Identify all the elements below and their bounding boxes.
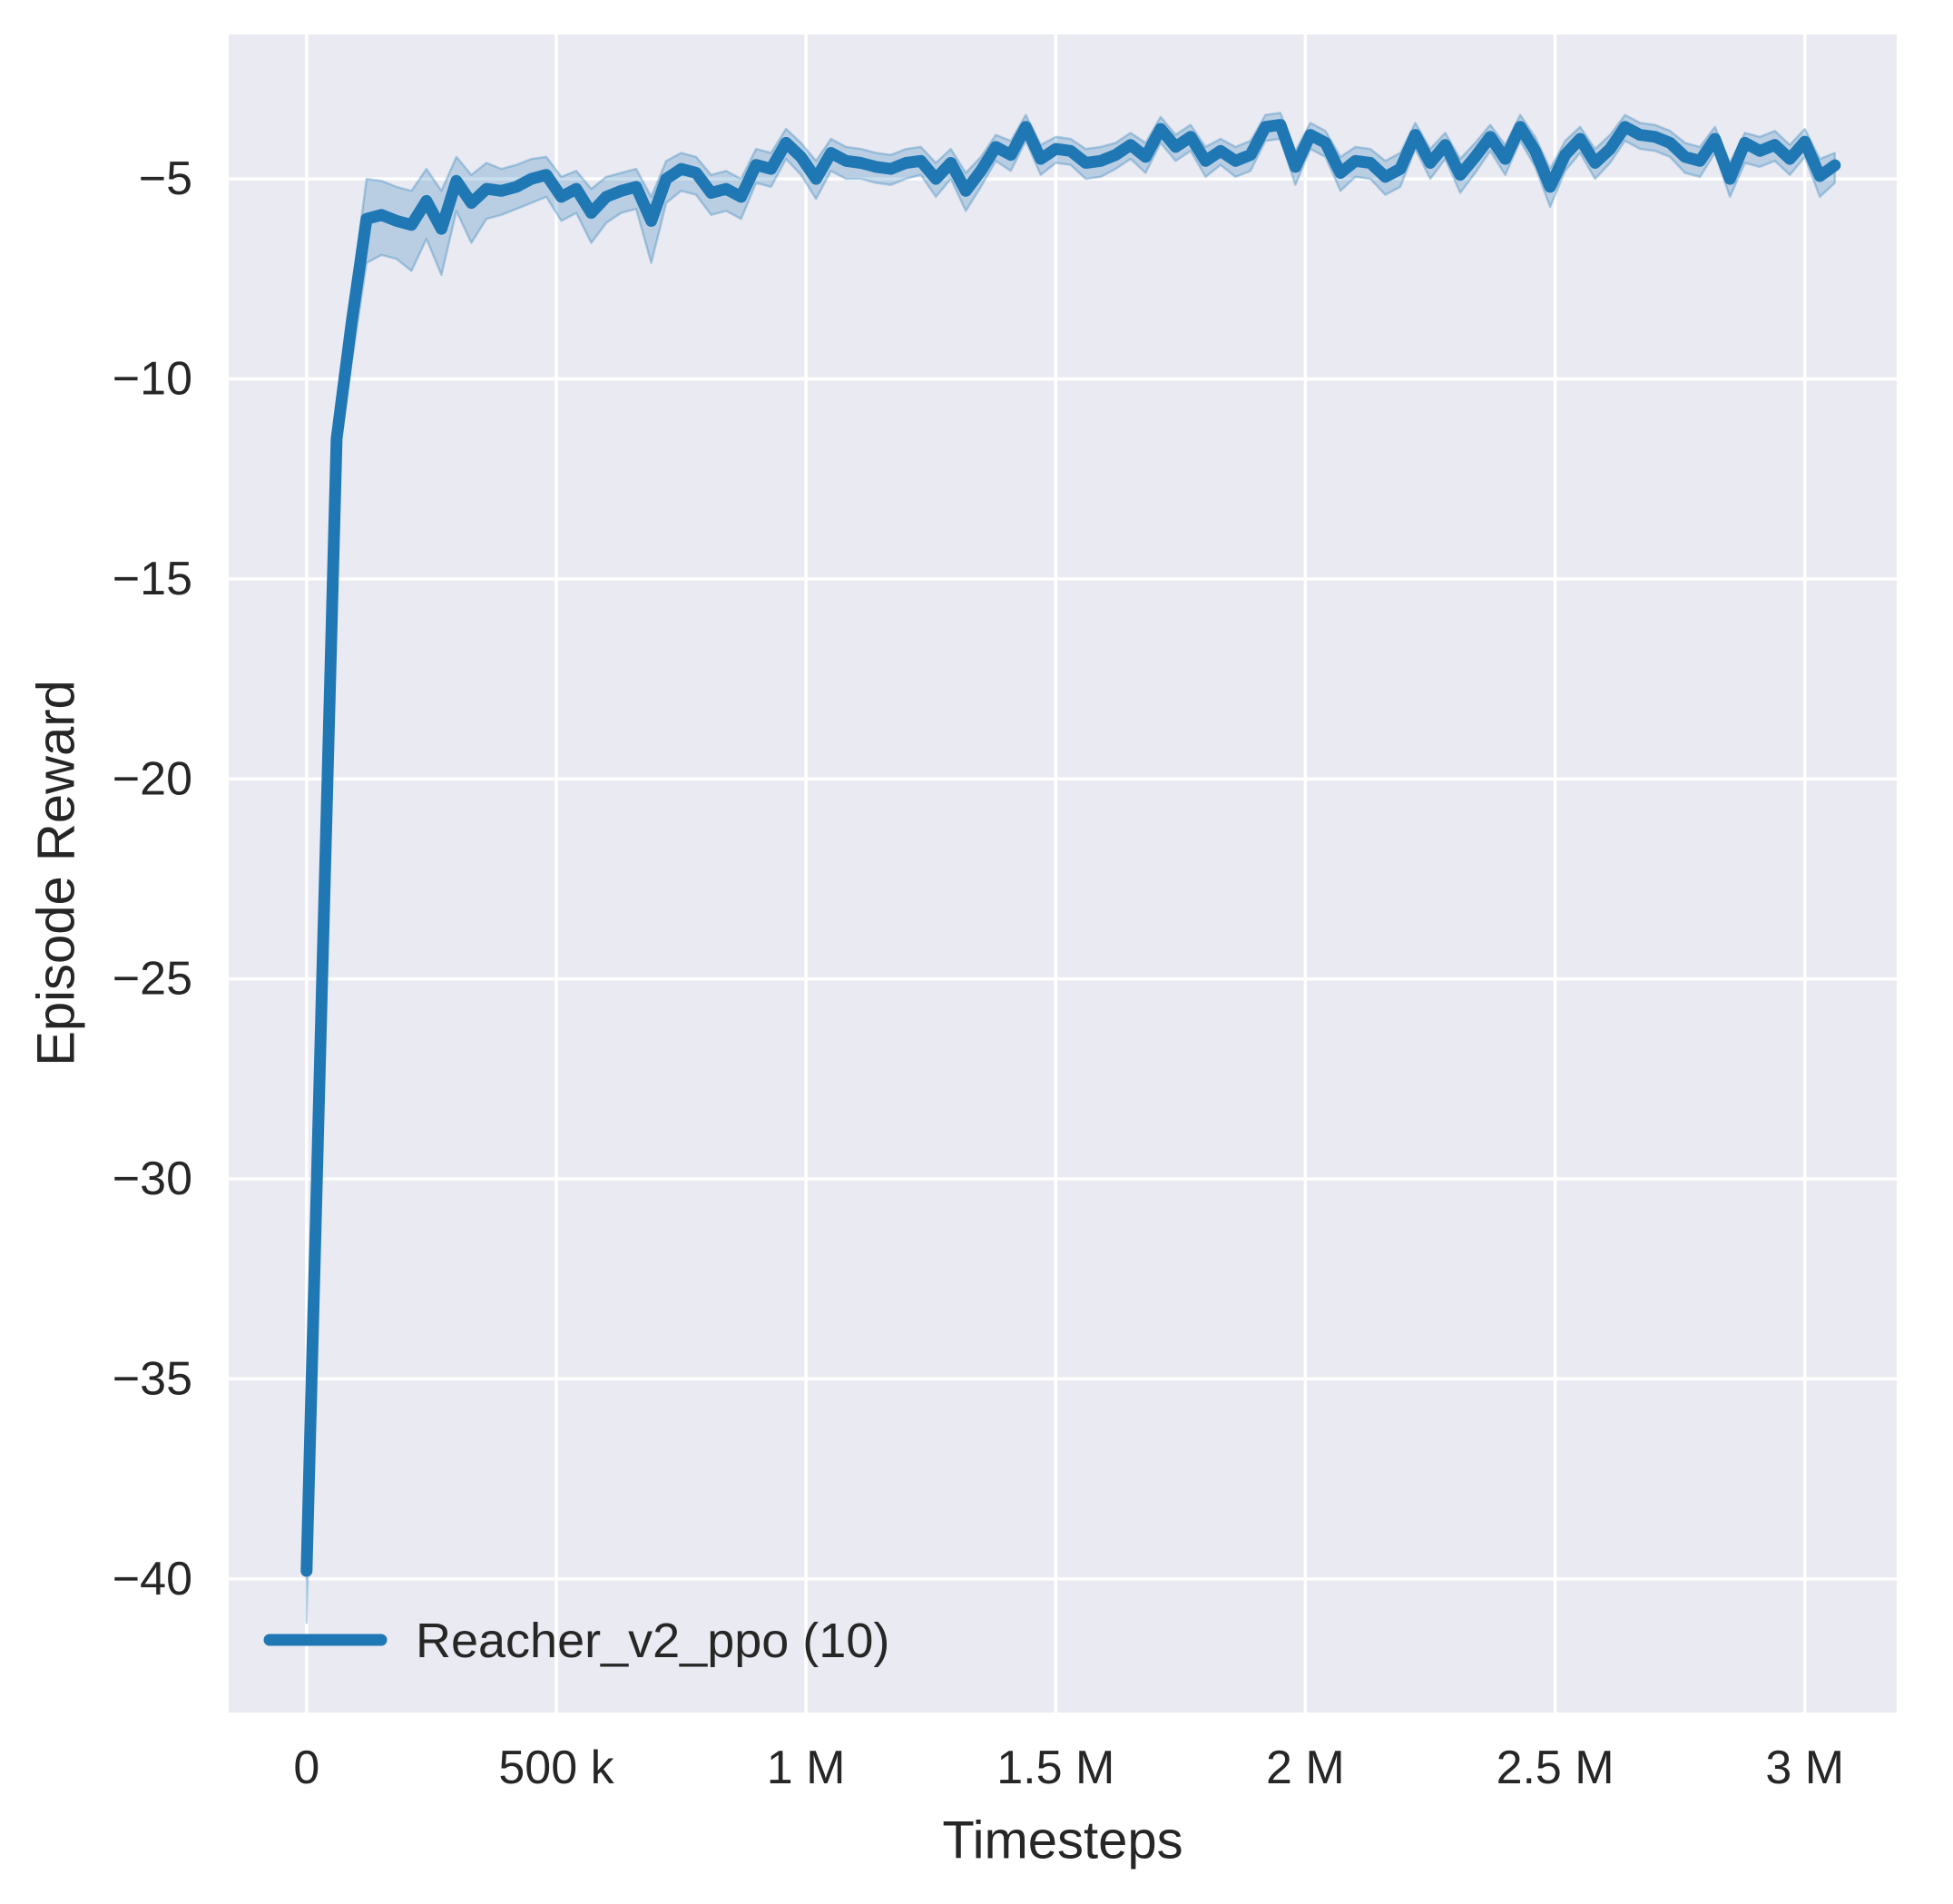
x-tick-label: 2.5 M [1497,1742,1614,1794]
plot-background [229,34,1897,1713]
y-tick-label: −40 [113,1553,192,1605]
x-tick-label: 1.5 M [996,1742,1114,1794]
series-line [300,119,1841,1577]
y-tick-label: −25 [113,953,192,1006]
y-tick-label: −5 [139,152,192,205]
y-tick-label: −15 [113,553,192,605]
confidence-band [305,112,1837,1624]
x-axis-label: Timesteps [942,1811,1183,1870]
y-tick-labels: −5 −10 −15 −20 −25 −30 −35 −40 [113,152,192,1605]
y-tick-label: −20 [113,752,192,805]
x-tick-label: 0 [293,1742,319,1794]
series-reacher [300,112,1841,1624]
legend-label: Reacher_v2_ppo (10) [416,1614,889,1668]
x-tick-label: 1 M [767,1742,846,1794]
gridlines [229,34,1897,1713]
y-axis-label: Episode Reward [27,680,86,1066]
x-tick-label: 500 k [498,1742,614,1794]
x-tick-label: 3 M [1765,1742,1844,1794]
legend: Reacher_v2_ppo (10) [263,1614,889,1668]
x-tick-label: 2 M [1266,1742,1345,1794]
x-tick-labels: 0 500 k 1 M 1.5 M 2 M 2.5 M 3 M [293,1742,1844,1794]
y-tick-label: −30 [113,1153,192,1205]
y-tick-label: −35 [113,1352,192,1405]
y-tick-label: −10 [113,353,192,406]
